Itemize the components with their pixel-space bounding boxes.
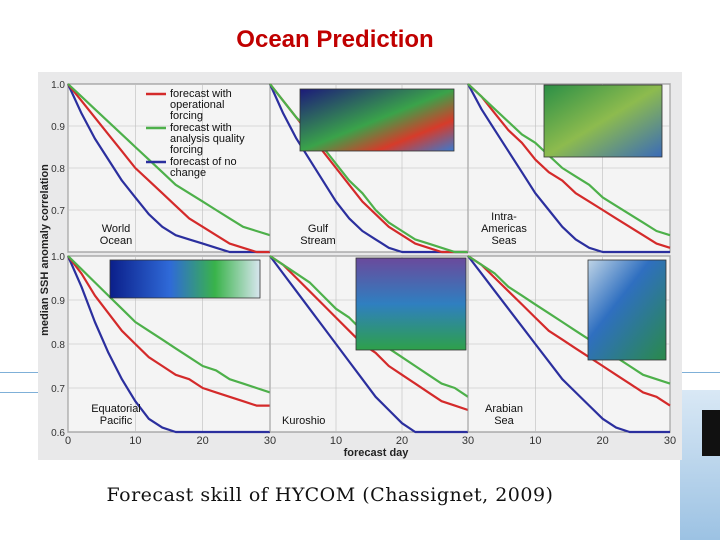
x-tick-label: 10 (529, 435, 541, 447)
series-line-forecast-with-operational-forcing (467, 255, 671, 407)
series-line-forecast-with-analysis-quality-forcing (67, 83, 271, 237)
legend-entry: operational (170, 99, 224, 111)
panel-label: Arabian (485, 403, 523, 415)
decorative-line (0, 392, 40, 393)
legend-entry: change (170, 167, 206, 179)
forecast-skill-figure: 0.7 0.8 0.9 1.0 World Ocean Gulf Stream Intra- Am… (38, 72, 682, 460)
equatorial-pacific-map-inset (109, 259, 261, 299)
panel-label: Gulf (308, 223, 329, 235)
decorative-bar (702, 410, 720, 456)
x-tick-label: 0 (65, 435, 71, 447)
x-tick-label: 20 (197, 435, 209, 447)
y-tick-label: 0.9 (51, 296, 65, 307)
y-tick-label: 1.0 (51, 80, 65, 91)
decorative-line (682, 372, 720, 373)
panel-label: Equatorial (91, 403, 141, 415)
panel-label: Stream (300, 235, 335, 247)
y-tick-label: 0.7 (51, 384, 65, 395)
series-line-forecast-of-no-change (269, 255, 468, 434)
panel-label: Intra- (491, 211, 517, 223)
series-line-forecast-with-operational-forcing (67, 255, 270, 407)
x-tick-label: 20 (597, 435, 609, 447)
caption-text: Forecast skill of HYCOM (Chassignet, 200… (106, 484, 554, 506)
legend-entry: forecast with (170, 88, 232, 100)
x-tick-label: 30 (664, 435, 676, 447)
x-tick-label: 10 (330, 435, 342, 447)
kuroshio-map-inset (355, 257, 467, 351)
y-tick-label: 0.9 (51, 122, 65, 133)
decorative-line (0, 372, 40, 373)
series-line-forecast-of-no-change (467, 83, 670, 254)
y-tick-label: 0.7 (51, 206, 65, 217)
slide-title: Ocean Prediction (236, 26, 434, 53)
intra-americas-map-inset (543, 84, 663, 158)
legend-entry: analysis quality (170, 133, 245, 145)
legend-entry: forecast with (170, 122, 232, 134)
x-tick-label: 30 (462, 435, 474, 447)
legend-entry: forcing (170, 144, 203, 156)
series-line-forecast-with-analysis-quality-forcing (467, 255, 671, 385)
panel-label: Americas (481, 223, 527, 235)
series-line-forecast-with-operational-forcing (67, 83, 270, 254)
gulf-stream-map-inset (299, 88, 455, 152)
series-line-forecast-with-analysis-quality-forcing (467, 83, 671, 237)
figure-caption: Forecast skill of HYCOM (Chassignet, 200… (0, 484, 720, 506)
x-tick-label: 30 (264, 435, 276, 447)
series-line-forecast-with-operational-forcing (467, 83, 671, 249)
x-tick-label: 10 (129, 435, 141, 447)
series-line-forecast-of-no-change (66, 255, 270, 434)
series-line-forecast-with-analysis-quality-forcing (67, 255, 271, 394)
panel-label: Pacific (100, 415, 133, 427)
arabian-sea-map-inset (587, 259, 667, 361)
x-axis-label: forecast day (344, 447, 410, 459)
y-tick-label: 0.8 (51, 340, 65, 351)
y-tick-label: 0.6 (51, 428, 65, 439)
legend-entry: forcing (170, 110, 203, 122)
panel-label: Seas (491, 235, 517, 247)
panel-label: Ocean (100, 235, 132, 247)
panel-label: Kuroshio (282, 415, 325, 427)
panel-label: Sea (494, 415, 514, 427)
x-tick-label: 20 (396, 435, 408, 447)
panel-label: World (102, 223, 131, 235)
y-tick-label: 0.8 (51, 164, 65, 175)
series-line-forecast-of-no-change (67, 83, 270, 254)
legend-entry: forecast of no (170, 156, 237, 168)
y-axis-label: median SSH anomaly correlation (39, 164, 51, 336)
series-line-forecast-of-no-change (467, 255, 670, 434)
y-tick-label: 1.0 (51, 252, 65, 263)
